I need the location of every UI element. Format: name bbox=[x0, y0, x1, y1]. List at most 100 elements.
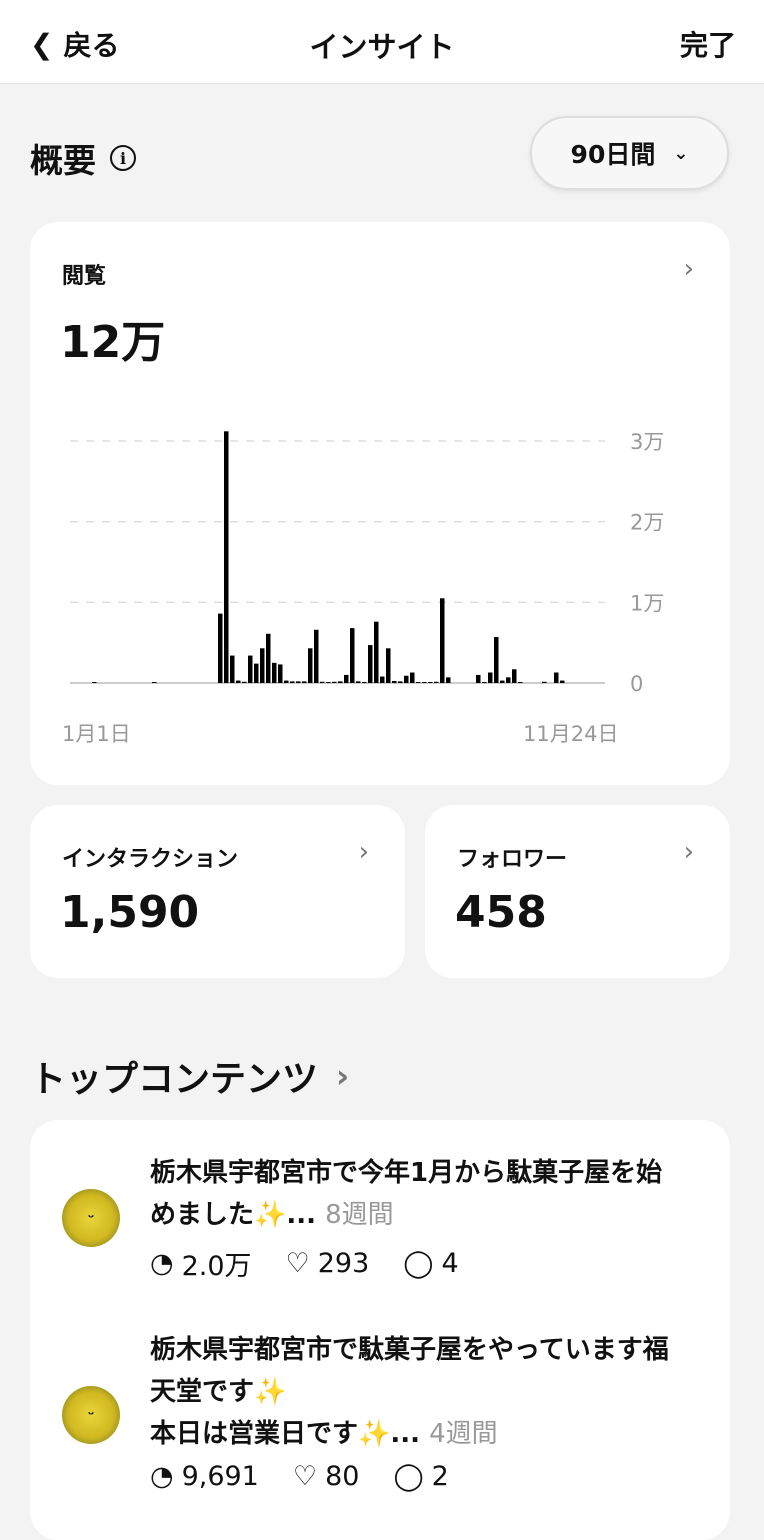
bar bbox=[476, 674, 481, 683]
bar bbox=[320, 681, 325, 683]
top-bar: ❮ 戻る インサイト 完了 bbox=[0, 0, 764, 84]
y-tick-label: 0 bbox=[630, 672, 643, 696]
bar bbox=[428, 682, 433, 683]
bar bbox=[416, 682, 421, 683]
post-line: 本日は営業日です bbox=[150, 1419, 359, 1449]
eye-icon: ◔ bbox=[150, 1248, 174, 1279]
bar bbox=[404, 675, 409, 683]
bar bbox=[506, 677, 511, 683]
comment-icon: ◯ bbox=[393, 1461, 424, 1492]
bar bbox=[440, 598, 445, 683]
info-icon[interactable]: i bbox=[110, 145, 136, 171]
page-title: インサイト bbox=[309, 30, 455, 64]
post-line: 栃木県宇都宮市で今年1月から駄菓子屋を始 bbox=[150, 1158, 663, 1188]
back-button[interactable]: ❮ 戻る bbox=[30, 24, 119, 64]
followers-label: フォロワー bbox=[457, 847, 568, 872]
bar bbox=[446, 677, 451, 683]
bar bbox=[392, 680, 397, 683]
bar bbox=[356, 681, 361, 683]
bar bbox=[152, 682, 157, 683]
back-label: 戻る bbox=[63, 29, 120, 62]
x-end-label: 11月24日 bbox=[523, 722, 619, 746]
top-content-title: トップコンテンツ bbox=[30, 1059, 319, 1100]
chevron-right-icon: › bbox=[683, 837, 694, 867]
heart-icon: ♡ bbox=[285, 1248, 310, 1279]
bar bbox=[314, 629, 319, 683]
eye-icon: ◔ bbox=[150, 1461, 174, 1492]
avatar: ᵕ bbox=[62, 1386, 120, 1444]
comments-count: 2 bbox=[431, 1461, 449, 1492]
bar bbox=[386, 648, 391, 683]
bar bbox=[362, 682, 367, 683]
bar bbox=[236, 680, 241, 683]
range-value: 90日間 bbox=[570, 140, 656, 169]
bar bbox=[518, 682, 523, 683]
y-tick-label: 1万 bbox=[630, 591, 664, 615]
followers-card[interactable]: フォロワー › 458 bbox=[425, 805, 730, 978]
bar bbox=[302, 681, 307, 683]
followers-value: 458 bbox=[455, 887, 547, 938]
bar bbox=[338, 681, 343, 683]
post-text: 栃木県宇都宮市で駄菓子屋をやっています福 天堂です✨ 本日は営業日です✨... 4週… bbox=[150, 1329, 710, 1455]
chevron-down-icon: ⌄ bbox=[673, 142, 689, 164]
bar bbox=[434, 681, 439, 683]
bar bbox=[242, 681, 247, 683]
bar bbox=[278, 664, 283, 683]
sparkles-emoji: ✨ bbox=[254, 1200, 287, 1230]
bar bbox=[482, 682, 487, 683]
avatar: ᵕ bbox=[62, 1189, 120, 1247]
bar bbox=[398, 681, 403, 683]
bar bbox=[290, 681, 295, 683]
interactions-label: インタラクション bbox=[62, 847, 239, 872]
x-start-label: 1月1日 bbox=[62, 722, 131, 746]
post-stats: ◔ 9,691 ♡ 80 ◯ 2 bbox=[150, 1461, 449, 1492]
views-count: 9,691 bbox=[181, 1461, 259, 1492]
bar bbox=[422, 682, 427, 683]
bar bbox=[374, 621, 379, 683]
bar bbox=[368, 645, 373, 683]
comment-icon: ◯ bbox=[403, 1248, 434, 1279]
bar bbox=[266, 633, 271, 683]
bar bbox=[512, 669, 517, 683]
views-count: 2.0万 bbox=[181, 1251, 252, 1282]
post-line: めました bbox=[150, 1200, 255, 1230]
bar bbox=[218, 613, 223, 683]
post-line: 天堂です bbox=[150, 1377, 255, 1407]
sparkles-emoji: ✨ bbox=[254, 1377, 287, 1407]
post-age: 8週間 bbox=[325, 1200, 394, 1230]
views-chart: 0 1万 2万 3万 bbox=[70, 430, 664, 696]
bar bbox=[350, 628, 355, 683]
bar bbox=[554, 672, 559, 683]
bar bbox=[560, 680, 565, 683]
bar bbox=[494, 637, 499, 683]
bar bbox=[332, 681, 337, 683]
ellipsis: ... bbox=[390, 1419, 421, 1449]
heart-icon: ♡ bbox=[292, 1461, 318, 1492]
views-value: 12万 bbox=[60, 317, 166, 368]
done-button[interactable]: 完了 bbox=[679, 29, 736, 62]
interactions-card[interactable]: インタラクション › 1,590 bbox=[30, 805, 405, 978]
post-stats: ◔ 2.0万 ♡ 293 ◯ 4 bbox=[150, 1244, 459, 1283]
bar bbox=[260, 648, 265, 683]
overview-title: 概要 bbox=[30, 141, 96, 180]
chevron-right-icon: › bbox=[358, 837, 369, 867]
bar bbox=[344, 674, 349, 683]
comments-count: 4 bbox=[441, 1248, 459, 1279]
chevron-left-icon: ❮ bbox=[30, 27, 54, 61]
bar bbox=[248, 655, 253, 683]
top-content-link[interactable]: トップコンテンツ › bbox=[30, 1050, 349, 1102]
range-dropdown[interactable]: 90日間 ⌄ bbox=[530, 116, 729, 190]
ellipsis: ... bbox=[286, 1200, 317, 1230]
bar bbox=[92, 682, 97, 683]
chevron-right-icon: › bbox=[683, 254, 694, 284]
likes-count: 293 bbox=[317, 1248, 370, 1279]
y-tick-label: 3万 bbox=[630, 430, 664, 454]
bar bbox=[284, 680, 289, 683]
bar bbox=[230, 655, 235, 683]
bar bbox=[500, 680, 505, 683]
post-line: 栃木県宇都宮市で駄菓子屋をやっています福 bbox=[150, 1335, 669, 1365]
views-card[interactable]: 閲覧 › 12万 0 1万 2万 3万 1月1日 11月24日 bbox=[30, 222, 730, 785]
y-tick-label: 2万 bbox=[630, 511, 664, 535]
bar bbox=[326, 682, 331, 683]
likes-count: 80 bbox=[325, 1461, 360, 1492]
